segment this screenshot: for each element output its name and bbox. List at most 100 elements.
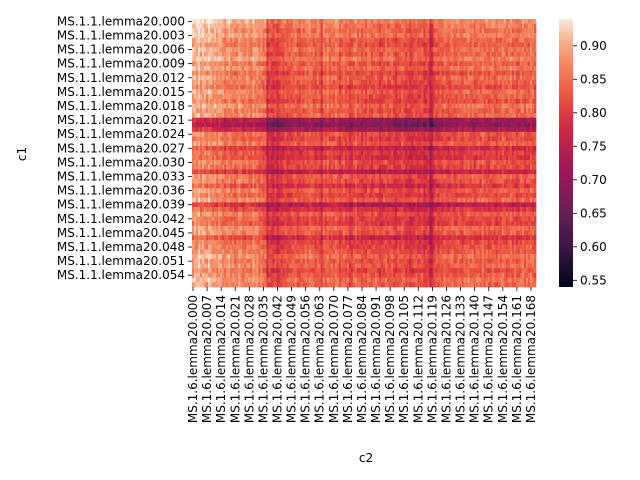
- heatmap-cell: [443, 84, 446, 90]
- heatmap-cell: [457, 66, 460, 72]
- heatmap-cell: [515, 117, 519, 123]
- heatmap-cell: [527, 131, 531, 137]
- heatmap-cell: [413, 94, 416, 100]
- heatmap-cell: [318, 23, 322, 29]
- heatmap-cell: [371, 28, 374, 34]
- heatmap-cell: [358, 28, 362, 34]
- heatmap-cell: [481, 80, 485, 86]
- heatmap-cell: [439, 61, 442, 67]
- heatmap-cell: [485, 141, 489, 147]
- heatmap-cell: [381, 84, 384, 90]
- heatmap-cell: [523, 23, 527, 29]
- heatmap-cell: [352, 51, 356, 57]
- heatmap-cell: [509, 28, 513, 34]
- heatmap-cell: [338, 51, 342, 57]
- heatmap-cell: [192, 150, 195, 156]
- heatmap-cell: [212, 42, 215, 48]
- heatmap-cell: [431, 145, 434, 151]
- heatmap-cell: [244, 117, 247, 123]
- heatmap-cell: [501, 150, 505, 156]
- heatmap-cell: [348, 56, 352, 62]
- heatmap-cell: [437, 61, 440, 67]
- heatmap-cell: [244, 103, 247, 109]
- heatmap-cell: [214, 145, 217, 151]
- heatmap-cell: [290, 131, 293, 137]
- heatmap-cell: [300, 131, 303, 137]
- heatmap-cell: [250, 136, 253, 142]
- heatmap-cell: [473, 80, 476, 86]
- heatmap-cell: [246, 145, 249, 151]
- heatmap-cell: [284, 80, 287, 86]
- heatmap-cell: [519, 47, 523, 53]
- heatmap-cell: [517, 33, 521, 39]
- heatmap-cell: [491, 33, 495, 39]
- heatmap-cell: [268, 51, 271, 57]
- heatmap-cell: [531, 70, 535, 76]
- heatmap-cell: [332, 61, 336, 67]
- heatmap-cell: [214, 37, 217, 43]
- heatmap-cell: [254, 94, 257, 100]
- heatmap-cell: [200, 127, 203, 133]
- heatmap-cell: [356, 37, 360, 43]
- heatmap-cell: [375, 122, 378, 128]
- heatmap-cell: [459, 84, 462, 90]
- heatmap-cell: [250, 89, 253, 95]
- heatmap-cell: [282, 113, 285, 119]
- heatmap-cell: [264, 51, 267, 57]
- heatmap-cell: [449, 108, 452, 114]
- heatmap-cell: [300, 23, 303, 29]
- heatmap-cell: [206, 56, 209, 62]
- heatmap-cell: [326, 98, 330, 104]
- heatmap-cell: [218, 150, 221, 156]
- heatmap-cell: [429, 47, 432, 53]
- heatmap-cell: [455, 103, 458, 109]
- heatmap-cell: [377, 89, 380, 95]
- heatmap-cell: [304, 108, 308, 114]
- heatmap-cell: [360, 42, 364, 48]
- heatmap-cell: [320, 122, 324, 128]
- heatmap-cell: [513, 66, 517, 72]
- heatmap-cell: [194, 103, 197, 109]
- heatmap-cell: [288, 56, 291, 62]
- heatmap-cell: [286, 113, 289, 119]
- heatmap-cell: [298, 94, 301, 100]
- heatmap-cell: [358, 141, 362, 147]
- heatmap-cell: [270, 127, 273, 133]
- heatmap-cell: [469, 94, 472, 100]
- heatmap-cell: [228, 108, 231, 114]
- heatmap-cell: [405, 42, 408, 48]
- heatmap-cell: [332, 51, 336, 57]
- heatmap-cell: [328, 80, 332, 86]
- heatmap-cell: [399, 23, 402, 29]
- heatmap-cell: [194, 155, 197, 161]
- heatmap-cell: [417, 37, 420, 43]
- heatmap-cell: [437, 75, 440, 81]
- heatmap-cell: [296, 66, 299, 72]
- heatmap-cell: [284, 127, 287, 133]
- heatmap-cell: [252, 61, 255, 67]
- heatmap-cell: [365, 28, 368, 34]
- heatmap-cell: [503, 51, 507, 57]
- heatmap-cell: [479, 66, 483, 72]
- heatmap-cell: [409, 145, 412, 151]
- heatmap-cell: [373, 136, 376, 142]
- heatmap-cell: [443, 28, 446, 34]
- heatmap-cell: [415, 89, 418, 95]
- heatmap-cell: [449, 94, 452, 100]
- heatmap-cell: [445, 70, 448, 76]
- heatmap-cell: [330, 145, 334, 151]
- heatmap-cell: [320, 131, 324, 137]
- heatmap-cell: [483, 37, 487, 43]
- heatmap-cell: [507, 23, 511, 29]
- heatmap-cell: [296, 141, 299, 147]
- heatmap-cell: [220, 131, 223, 137]
- heatmap-cell: [290, 84, 293, 90]
- heatmap-cell: [469, 141, 472, 147]
- heatmap-cell: [342, 56, 346, 62]
- heatmap-cell: [487, 113, 491, 119]
- heatmap-cell: [228, 122, 231, 128]
- heatmap-cell: [437, 19, 440, 25]
- heatmap-cell: [310, 94, 314, 100]
- heatmap-cell: [489, 51, 493, 57]
- heatmap-cell: [318, 70, 322, 76]
